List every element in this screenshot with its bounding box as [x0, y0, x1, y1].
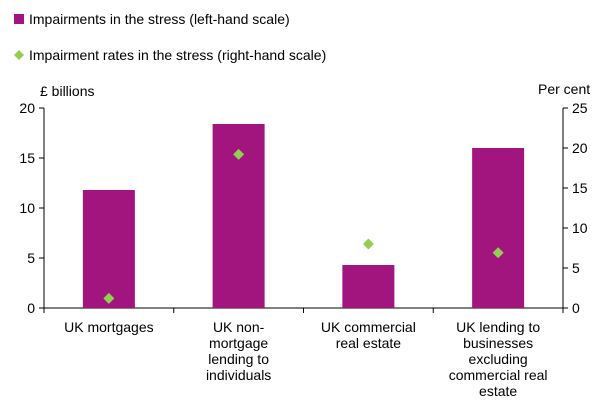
left-axis-tick-label: 15	[19, 150, 35, 166]
right-axis-tick-label: 20	[572, 140, 588, 156]
legend-label-impairments: Impairments in the stress (left-hand sca…	[29, 11, 290, 27]
marker-impairment-rate	[492, 247, 504, 259]
left-axis-tick-label: 10	[19, 200, 35, 216]
marker-impairment-rate	[233, 148, 245, 160]
left-axis-ticks: 0 5 10 15 20	[19, 100, 44, 316]
right-axis-tick-label: 15	[572, 180, 588, 196]
marker-series	[103, 148, 504, 304]
category-label: UK non-mortgage lending to individuals	[206, 319, 271, 383]
legend-label-impairment-rates: Impairment rates in the stress (right-ha…	[29, 47, 326, 63]
bar-series	[82, 124, 525, 308]
right-axis-tick-label: 10	[572, 220, 588, 236]
category-label: UK commercial real estate	[321, 319, 416, 351]
left-axis-tick-label: 5	[27, 250, 35, 266]
bar-impairments	[82, 190, 135, 308]
category-label: UK mortgages	[64, 319, 153, 335]
left-axis-tick-label: 20	[19, 100, 35, 116]
right-axis-tick-label: 0	[572, 300, 580, 316]
left-axis-title: £ billions	[40, 83, 94, 99]
left-axis-tick-label: 0	[27, 300, 35, 316]
category-label: UK lending to businesses excluding commerci…	[449, 319, 548, 399]
legend-swatch-impairment-rates	[14, 50, 24, 60]
right-axis-tick-label: 5	[572, 260, 580, 276]
bar-impairments	[342, 265, 395, 308]
right-axis-title: Per cent	[538, 81, 590, 97]
right-axis-ticks: 0 5 10 15 20 25	[563, 100, 588, 316]
marker-impairment-rate	[103, 292, 115, 304]
marker-impairment-rate	[362, 238, 374, 250]
bar-impairments	[472, 148, 525, 308]
legend: Impairments in the stress (left-hand sca…	[14, 11, 326, 63]
legend-swatch-impairments	[14, 14, 24, 24]
category-labels: UK mortgages UK non-mortgage lending to ind…	[43, 308, 564, 399]
right-axis-tick-label: 25	[572, 100, 588, 116]
